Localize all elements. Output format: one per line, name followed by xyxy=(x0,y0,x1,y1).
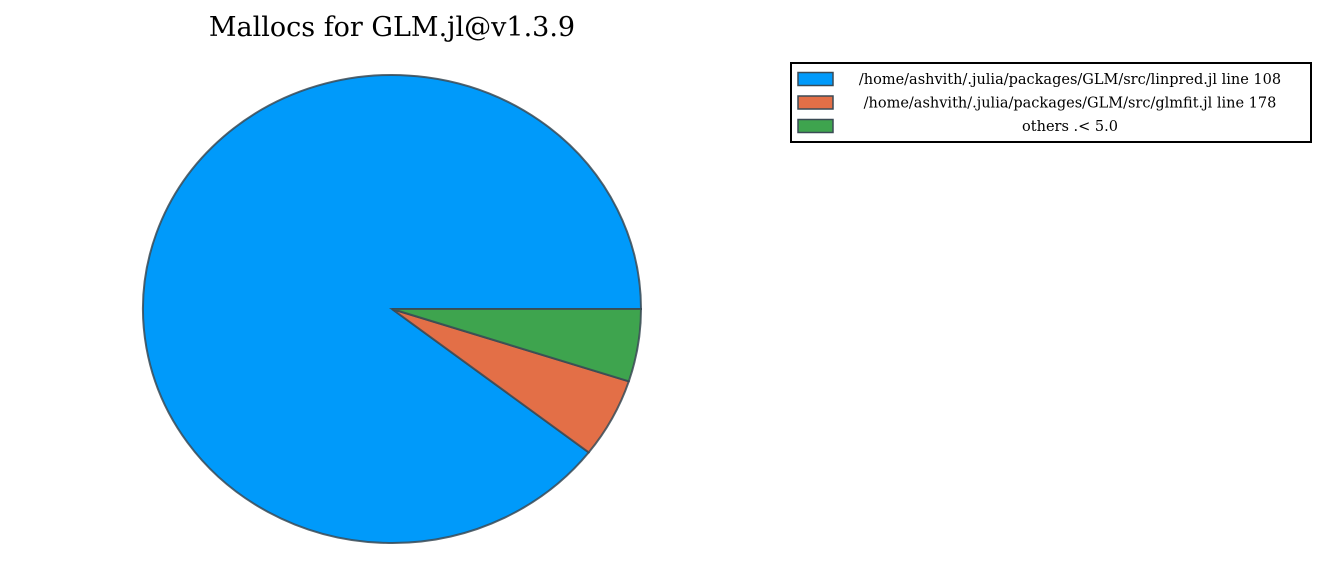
legend-box xyxy=(790,62,1312,143)
legend: /home/ashvith/.julia/packages/GLM/src/li… xyxy=(790,62,1312,143)
chart-title: Mallocs for GLM.jl@v1.3.9 xyxy=(209,12,575,43)
pie-slices xyxy=(142,74,643,544)
legend-swatch-1 xyxy=(797,71,834,87)
legend-label-2: /home/ashvith/.julia/packages/GLM/src/gl… xyxy=(864,96,1277,112)
legend-label-3: others .< 5.0 xyxy=(1022,119,1118,135)
legend-swatch-3 xyxy=(797,118,834,134)
legend-swatch-2 xyxy=(797,95,834,110)
pie-slice-3 xyxy=(391,308,643,383)
legend-label-1: /home/ashvith/.julia/packages/GLM/src/li… xyxy=(859,72,1281,88)
